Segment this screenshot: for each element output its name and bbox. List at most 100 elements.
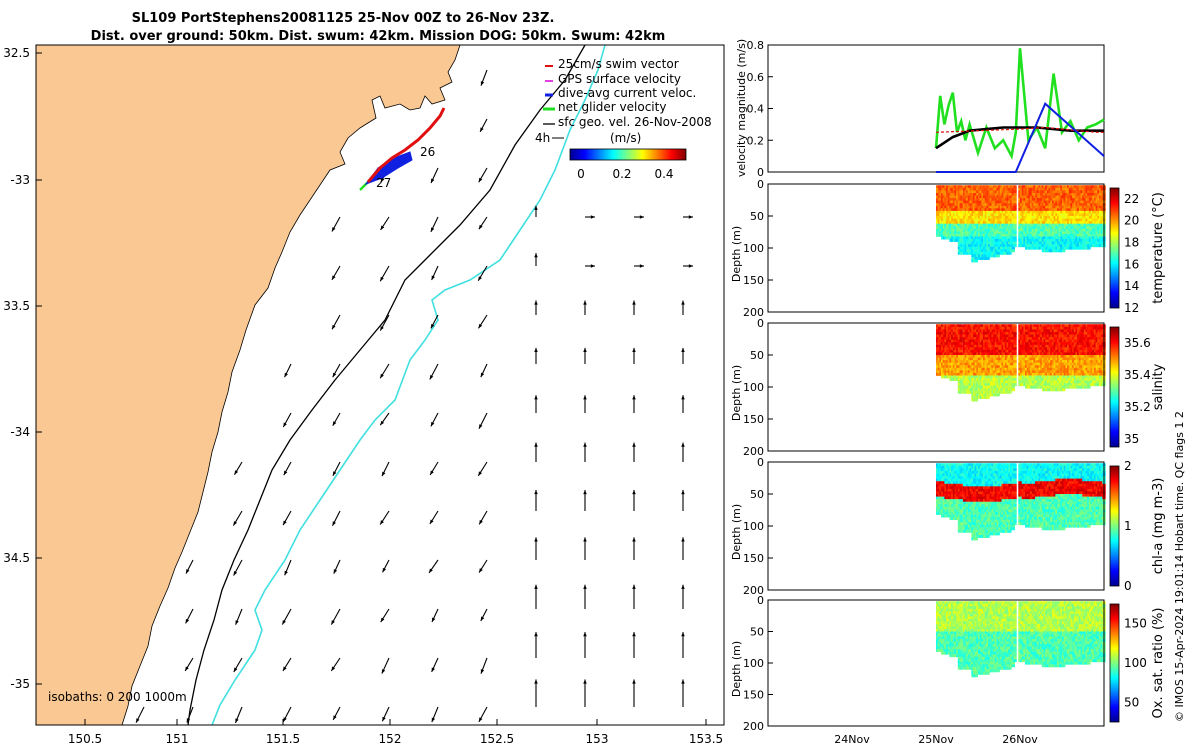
section-cell	[960, 347, 963, 350]
section-cell	[960, 244, 963, 247]
section-cell	[960, 383, 963, 386]
section-cell	[997, 393, 1000, 396]
section-cell	[1013, 224, 1016, 227]
map-colorbar	[570, 149, 686, 160]
section-y-tick-label: 150	[743, 274, 764, 287]
section-cell	[1013, 352, 1016, 355]
section-cell	[1013, 201, 1016, 204]
legend-gps-label: GPS surface velocity	[558, 72, 681, 86]
map-y-tick-label: 34.5	[3, 551, 30, 565]
section-cell	[1013, 350, 1016, 353]
section-cell	[960, 335, 963, 338]
section-cell	[960, 224, 963, 227]
section-cell	[1013, 376, 1016, 379]
section-cell	[960, 363, 963, 366]
velocity-series	[936, 48, 1104, 172]
section-cell	[1062, 249, 1065, 252]
section-cell	[960, 355, 963, 358]
velocity-magnitude-panel: 00.20.40.60.8 velocity magnitude (m/s)	[735, 39, 1104, 179]
section-cell	[1013, 324, 1016, 327]
section-cell	[1013, 335, 1016, 338]
section-cell	[960, 229, 963, 232]
section-colorbar-tick: 12	[1124, 301, 1139, 315]
section-cell	[960, 337, 963, 340]
section-cell	[960, 231, 963, 234]
map-x-tick-label: 151	[166, 732, 189, 746]
section-cell	[1013, 368, 1016, 371]
map-colorbar-tick-0: 0	[577, 167, 585, 181]
section-cell	[1013, 327, 1016, 330]
velocity-y-tick-label: 0.2	[747, 134, 765, 147]
section-data-points	[936, 185, 1106, 262]
section-cell	[986, 257, 989, 260]
section-cell	[1013, 355, 1016, 358]
section-cell	[1013, 231, 1016, 234]
section-cell	[960, 376, 963, 379]
section-cell	[960, 345, 963, 348]
section-cell	[1013, 340, 1016, 343]
section-cell	[960, 203, 963, 206]
section-cell	[1008, 252, 1011, 255]
map-y-tick-label: 33.5	[3, 299, 30, 313]
section-cell	[1013, 381, 1016, 384]
section-cell	[1013, 211, 1016, 214]
section-cell	[1013, 345, 1016, 348]
map-x-tick-label: 153	[586, 732, 609, 746]
section-colorbar-tick: 22	[1124, 192, 1139, 206]
section-colorbar	[1110, 188, 1119, 308]
section-cell	[1013, 244, 1016, 247]
section-cell	[1013, 219, 1016, 222]
section-cell	[1013, 329, 1016, 332]
section-cell	[1008, 391, 1011, 394]
section-cell	[960, 381, 963, 384]
section-cell	[975, 260, 978, 263]
map-colorbar-tick-1: 0.2	[612, 167, 631, 181]
section-cell	[1013, 208, 1016, 211]
map-y-tick-label: -33	[10, 173, 30, 187]
section-cell	[960, 324, 963, 327]
section-cell	[960, 242, 963, 245]
velocity-series-line	[936, 48, 1104, 156]
section-cell	[960, 216, 963, 219]
section-cell	[960, 342, 963, 345]
section-cell	[960, 249, 963, 252]
section-colorbar-tick: 16	[1124, 257, 1139, 271]
map-x-tick-label: 152.5	[480, 732, 514, 746]
section-cell	[1013, 213, 1016, 216]
section-cell	[960, 358, 963, 361]
velocity-axes-frame	[768, 45, 1104, 172]
map-y-tick-label: -35	[10, 677, 30, 691]
figure-title-line1: SL109 PortStephens20081125 25-Nov 00Z to…	[132, 11, 555, 26]
map-y-tick-label: -34	[10, 425, 30, 439]
section-cell	[960, 190, 963, 193]
section-cell	[1012, 386, 1015, 389]
section-cell	[1013, 229, 1016, 232]
map-x-tick-label: 153.5	[689, 732, 723, 746]
section-cell	[1012, 388, 1015, 391]
legend-geo-label: sfc geo. vel. 26-Nov-2008	[558, 115, 712, 129]
section-cell	[1013, 242, 1016, 245]
section-cell	[960, 185, 963, 188]
section-cell	[960, 201, 963, 204]
section-cell	[960, 332, 963, 335]
section-cell	[960, 234, 963, 237]
map-x-tick-label: 152	[379, 732, 402, 746]
section-cell	[960, 373, 963, 376]
section-colorbar-tick: 18	[1124, 236, 1139, 250]
section-y-tick-label: 50	[750, 210, 764, 223]
section-cell	[960, 388, 963, 391]
section-cell	[1012, 247, 1015, 250]
section-cell	[1013, 237, 1016, 240]
section-cell	[960, 239, 963, 242]
velocity-y-tick-label: 0.8	[747, 39, 765, 52]
section-cell	[960, 237, 963, 240]
section-colorbar-tick: 14	[1124, 279, 1139, 293]
section-y-tick-label: 0	[757, 178, 764, 191]
map-colorbar-unit: (m/s)	[610, 131, 641, 145]
section-ylabel: Depth (m)	[730, 226, 743, 282]
section-cell	[1013, 239, 1016, 242]
section-cell	[1013, 342, 1016, 345]
section-cell	[1013, 373, 1016, 376]
